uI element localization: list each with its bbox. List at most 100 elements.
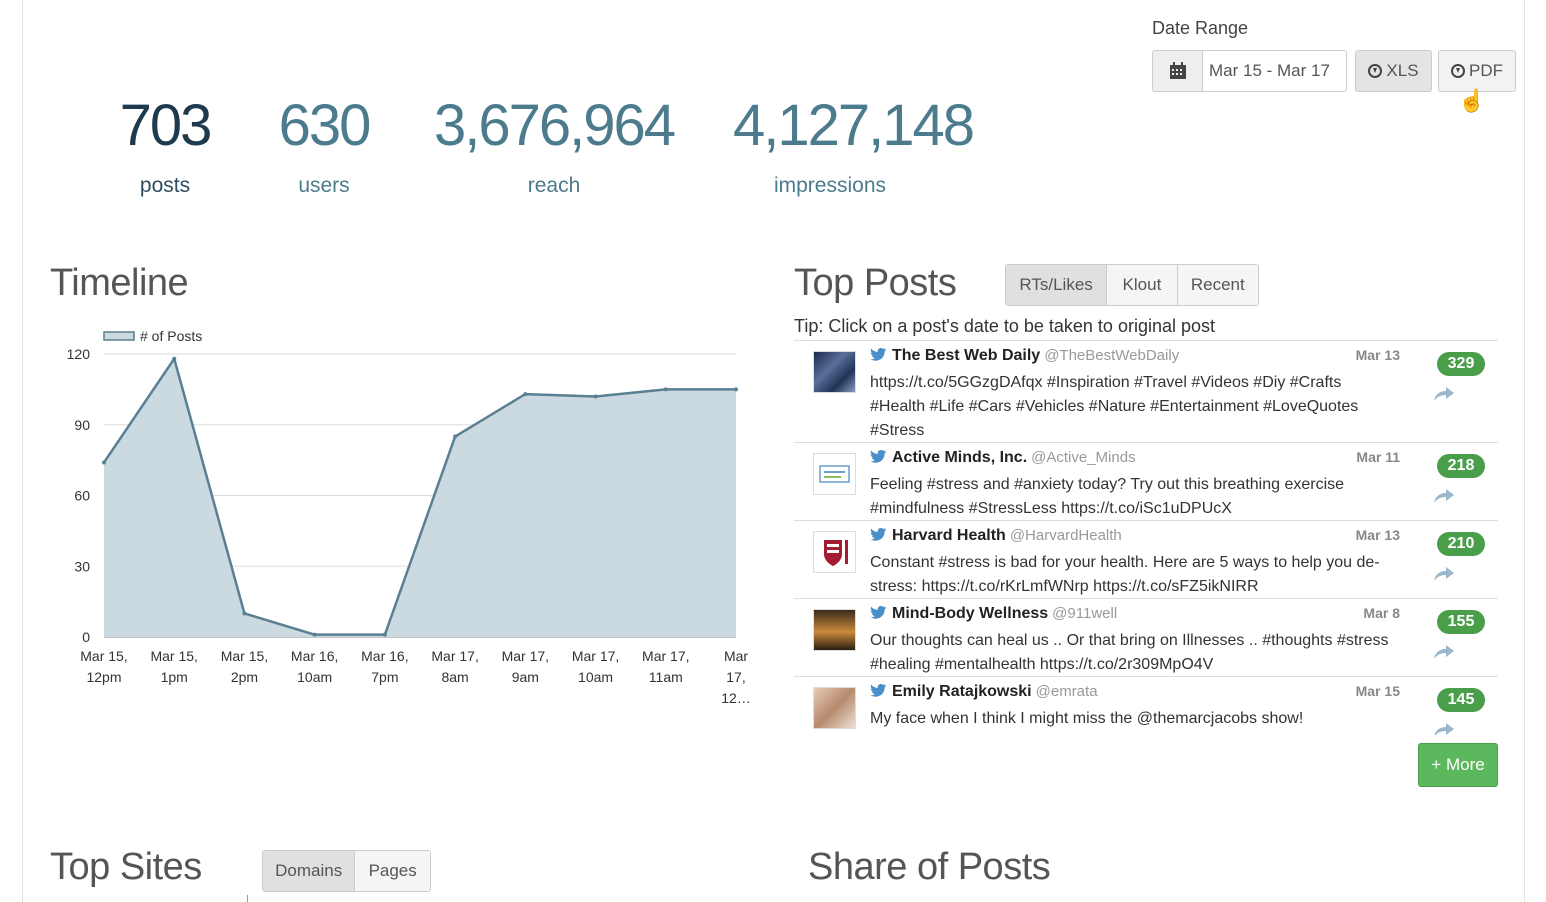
pdf-label: PDF [1469, 61, 1503, 80]
list-item: Emily Ratajkowski @emrata Mar 15 My face … [794, 677, 1498, 735]
share-arrow-icon[interactable] [1434, 567, 1454, 581]
x-tick-label: Mar 17, 8am [431, 648, 478, 685]
more-button[interactable]: + More [1418, 743, 1498, 787]
tab-domains[interactable]: Domains [263, 851, 355, 891]
post-date-link[interactable]: Mar 13 [1355, 347, 1400, 363]
post-author[interactable]: The Best Web Daily [892, 347, 1041, 364]
stat-label: posts [139, 174, 191, 197]
y-tick-label: 60 [74, 488, 90, 504]
top-sites-tabs: Domains Pages [262, 850, 431, 892]
stat-users: 630 users [272, 96, 376, 198]
pdf-download-button[interactable]: PDF [1438, 50, 1516, 92]
share-arrow-icon[interactable] [1434, 645, 1454, 659]
post-author[interactable]: Active Minds, Inc. [892, 449, 1028, 466]
timeline-title: Timeline [50, 262, 189, 304]
score-badge: 329 [1437, 352, 1485, 376]
post-handle[interactable]: @Active_Minds [1031, 449, 1136, 466]
data-point [734, 387, 738, 392]
x-tick-label: Mar 16, 7pm [361, 648, 408, 685]
twitter-bird-icon [870, 528, 887, 541]
post-date-link[interactable]: Mar 11 [1356, 449, 1400, 465]
xls-download-button[interactable]: XLS [1355, 50, 1432, 92]
x-tick-label: Mar 17, 9am [502, 648, 549, 685]
post-handle[interactable]: @TheBestWebDaily [1044, 347, 1180, 364]
post-author[interactable]: Mind-Body Wellness [892, 605, 1049, 622]
post-handle[interactable]: @emrata [1035, 683, 1098, 700]
post-text: My face when I think I might miss the @t… [870, 710, 1304, 727]
hand-cursor-icon: ☝ [1458, 88, 1486, 113]
data-point [663, 387, 668, 392]
twitter-bird-icon [870, 606, 887, 619]
stat-value: 3,676,964 [434, 93, 676, 158]
post-header: Emily Ratajkowski @emrata Mar 15 [870, 683, 1400, 701]
avatar[interactable] [813, 531, 856, 573]
post-author[interactable]: Harvard Health [892, 527, 1006, 544]
data-point [593, 394, 598, 399]
data-point [172, 356, 177, 361]
data-point [523, 392, 528, 397]
post-date-link[interactable]: Mar 8 [1363, 605, 1400, 621]
stat-value: 630 [278, 93, 372, 158]
stat-label: users [298, 174, 350, 197]
post-handle[interactable]: @HarvardHealth [1009, 527, 1122, 544]
top-posts-tabs: RTs/Likes Klout Recent [1005, 264, 1259, 306]
calendar-icon [1169, 62, 1186, 79]
share-arrow-icon[interactable] [1434, 489, 1454, 503]
share-arrow-icon[interactable] [1434, 387, 1454, 401]
top-posts-title: Top Posts [794, 262, 957, 304]
post-header: Harvard Health @HarvardHealth Mar 13 [870, 527, 1400, 545]
series-area [104, 358, 736, 637]
avatar[interactable] [813, 609, 856, 651]
post-text: Constant #stress is bad for your health.… [870, 554, 1380, 595]
post-text: Feeling #stress and #anxiety today? Try … [870, 476, 1345, 517]
avatar[interactable] [813, 687, 856, 729]
list-item: Active Minds, Inc. @Active_Minds Mar 11 F… [794, 443, 1498, 521]
legend-swatch [103, 331, 135, 341]
x-tick-label: Mar 17, 12… [721, 648, 751, 706]
y-tick-label: 90 [74, 417, 90, 433]
y-tick-label: 0 [82, 629, 90, 645]
score-badge: 210 [1437, 532, 1485, 556]
tab-rts-likes[interactable]: RTs/Likes [1006, 265, 1107, 305]
divider [794, 340, 1498, 341]
date-range-label: Date Range [1152, 18, 1249, 38]
list-item: The Best Web Daily @TheBestWebDaily Mar 1… [794, 341, 1498, 443]
y-tick-label: 30 [74, 558, 90, 574]
avatar[interactable] [813, 453, 856, 495]
post-text: https://t.co/5GGzgDAfqx #Inspiration #Tr… [870, 374, 1359, 439]
top-sites-title: Top Sites [50, 846, 202, 888]
series-line [102, 357, 736, 636]
date-range-input[interactable] [1202, 50, 1347, 92]
calendar-button[interactable] [1152, 50, 1202, 92]
score-badge: 218 [1437, 454, 1485, 478]
stat-value: 4,127,148 [733, 93, 975, 158]
post-header: The Best Web Daily @TheBestWebDaily Mar 1… [870, 347, 1400, 365]
post-author[interactable]: Emily Ratajkowski [892, 683, 1032, 700]
data-point [102, 460, 106, 465]
post-date-link[interactable]: Mar 15 [1355, 683, 1400, 699]
top-posts-list[interactable]: The Best Web Daily @TheBestWebDaily Mar 1… [794, 341, 1498, 735]
timeline-chart: 0 30 60 90 120 Mar 15, 12pm Mar 15, 1pm Mar 15, 2p… [67, 328, 751, 706]
data-point [453, 434, 458, 439]
tab-pages[interactable]: Pages [354, 851, 430, 891]
stat-reach: 3,676,964 reach [434, 93, 676, 198]
post-date-link[interactable]: Mar 13 [1355, 527, 1400, 543]
share-arrow-icon[interactable] [1434, 723, 1454, 735]
x-tick-label: Mar 17, 11am [642, 648, 689, 685]
share-of-posts-title: Share of Posts [808, 846, 1051, 888]
list-item: Mind-Body Wellness @911well Mar 8 Our tho… [794, 599, 1498, 677]
list-item: Harvard Health @HarvardHealth Mar 13 Cons… [794, 521, 1498, 599]
twitter-bird-icon [870, 684, 887, 697]
stat-label: reach [527, 174, 581, 197]
tab-recent[interactable]: Recent [1176, 265, 1258, 305]
post-handle[interactable]: @911well [1052, 605, 1118, 622]
score-badge: 145 [1437, 688, 1485, 712]
data-point [242, 611, 247, 616]
tab-klout[interactable]: Klout [1106, 265, 1177, 305]
scroll-marker [247, 895, 248, 902]
harvard-shield-icon [824, 540, 848, 566]
avatar[interactable] [813, 351, 856, 393]
date-range-group [1152, 50, 1347, 92]
stat-label: impressions [773, 174, 887, 197]
x-tick-label: Mar 15, 12pm [80, 648, 127, 685]
